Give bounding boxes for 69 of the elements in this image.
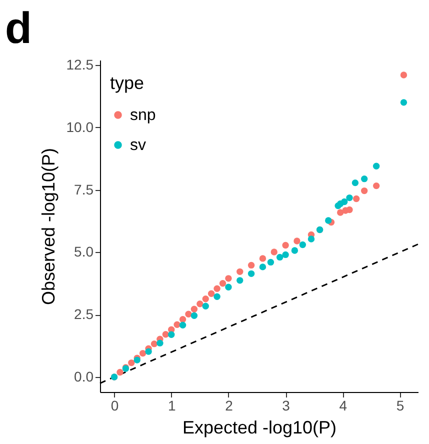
point <box>325 217 332 224</box>
x-tick-label: 5 <box>396 398 404 414</box>
point <box>267 258 274 266</box>
point <box>162 330 170 338</box>
point <box>360 187 368 194</box>
x-tick-label: 0 <box>110 398 119 414</box>
y-tick-label: 10.0 <box>66 118 94 135</box>
point <box>116 368 124 376</box>
chart-title: d <box>5 4 32 53</box>
point <box>219 280 226 287</box>
point <box>400 99 408 106</box>
point <box>259 255 266 262</box>
point <box>346 194 353 202</box>
y-tick-label: 7.5 <box>74 181 94 198</box>
legend-title: type <box>110 73 144 93</box>
point <box>139 350 146 357</box>
x-tick-label: 2 <box>225 398 234 414</box>
legend-label: snp <box>130 107 156 124</box>
point <box>248 270 255 278</box>
point <box>341 198 348 206</box>
point <box>400 72 408 78</box>
y-tick-label: 5.0 <box>74 244 94 260</box>
point <box>145 348 152 355</box>
x-tick-label: 3 <box>282 398 290 414</box>
point <box>248 262 255 269</box>
point <box>337 209 344 216</box>
point <box>150 340 158 348</box>
point <box>346 206 353 214</box>
point <box>174 321 180 328</box>
point <box>236 268 244 276</box>
point <box>128 359 135 366</box>
point <box>225 284 232 291</box>
point <box>372 182 380 190</box>
point <box>185 310 192 318</box>
y-axis-title: Observed -log10(P) <box>38 148 58 306</box>
point <box>179 322 186 328</box>
point <box>179 316 186 323</box>
point <box>270 248 278 256</box>
point <box>156 340 164 346</box>
point <box>202 296 209 302</box>
y-tick-label: 2.5 <box>74 306 94 322</box>
point <box>190 306 198 312</box>
point <box>225 275 232 282</box>
y-tick-label: 0.0 <box>74 368 94 385</box>
x-tick-label: 4 <box>339 398 348 414</box>
point <box>308 236 315 242</box>
y-tick-label: 12.5 <box>66 56 94 72</box>
point <box>299 241 306 248</box>
point <box>282 251 289 258</box>
point <box>208 290 215 297</box>
point <box>214 293 220 300</box>
point <box>190 312 198 319</box>
point <box>259 264 266 270</box>
point <box>202 302 209 310</box>
point <box>352 179 359 186</box>
legend-label: sv <box>130 137 146 154</box>
point <box>214 285 220 292</box>
point <box>360 175 368 182</box>
point <box>294 238 300 244</box>
point <box>352 195 360 202</box>
point <box>276 254 284 261</box>
point <box>196 300 204 308</box>
point <box>291 247 298 254</box>
x-axis-title: Expected -log10(P) <box>182 418 337 438</box>
x-tick-label: 1 <box>168 398 176 414</box>
point <box>372 162 380 170</box>
point <box>236 277 244 284</box>
point <box>282 242 289 249</box>
point <box>168 331 175 338</box>
